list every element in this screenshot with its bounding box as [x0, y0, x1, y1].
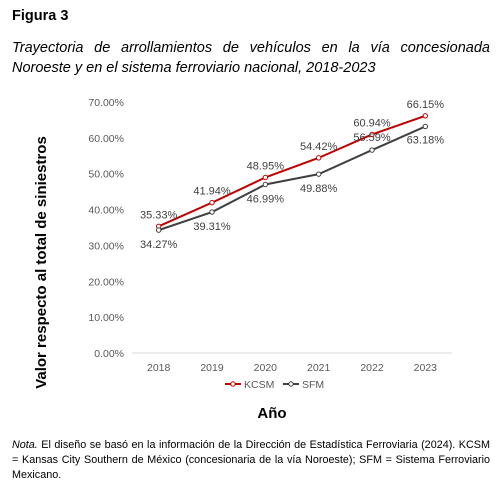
y-axis-ticks: 0.00% 10.00% 20.00% 30.00% 40.00% 50.00% 60.00… — [88, 97, 124, 360]
data-label-kcsm: 35.33% — [140, 209, 178, 221]
legend-label-kcsm: KCSM — [244, 379, 274, 391]
figure-title: Trayectoria de arrollamientos de vehícul… — [12, 40, 490, 76]
data-label-sfm: 46.99% — [247, 194, 285, 206]
y-tick-label: 20.00% — [88, 276, 124, 288]
series-lines — [155, 113, 429, 233]
legend: KCSM SFM — [225, 379, 324, 391]
legend-marker-kcsm — [230, 381, 236, 387]
note-label: Nota. — [12, 439, 38, 451]
y-tick-label: 10.00% — [88, 312, 124, 324]
y-tick-label: 50.00% — [88, 169, 124, 181]
x-tick-label: 2023 — [414, 362, 438, 374]
x-tick-label: 2019 — [200, 362, 224, 374]
y-tick-label: 0.00% — [94, 348, 124, 360]
data-label-kcsm: 48.95% — [247, 160, 285, 172]
data-label-kcsm: 54.42% — [300, 141, 338, 153]
data-point-sfm — [209, 209, 215, 215]
data-label-sfm: 39.31% — [193, 221, 231, 233]
figure-label: Figura 3 — [12, 8, 69, 24]
data-label-kcsm: 66.15% — [407, 99, 445, 111]
data-label-kcsm: 41.94% — [193, 186, 231, 198]
y-tick-label: 30.00% — [88, 240, 124, 252]
x-axis-ticks: 2018 2019 2020 2021 2022 2023 — [147, 362, 437, 374]
y-tick-label: 40.00% — [88, 205, 124, 217]
data-labels: 35.33% 41.94% 48.95% 54.42% 60.94% 66.15% 34.2… — [140, 99, 444, 251]
data-point-kcsm — [262, 174, 269, 181]
data-label-kcsm: 60.94% — [353, 117, 391, 129]
data-point-sfm — [369, 147, 375, 153]
figure-note: Nota. El diseño se basó en la informació… — [12, 438, 490, 483]
y-axis-title: Valor respecto al total de siniestros — [33, 136, 50, 389]
note-text: El diseño se basó en la información de l… — [12, 439, 490, 481]
legend-marker-sfm — [288, 381, 294, 387]
series-line-sfm — [158, 125, 426, 232]
x-tick-label: 2021 — [307, 362, 331, 374]
x-axis-title: Año — [257, 405, 286, 422]
data-point-kcsm — [315, 155, 322, 161]
x-tick-label: 2020 — [254, 362, 278, 374]
data-label-sfm: 63.18% — [407, 134, 445, 146]
data-point-kcsm — [369, 131, 375, 138]
x-tick-label: 2022 — [360, 362, 384, 374]
data-point-sfm — [155, 227, 162, 233]
data-label-sfm: 56.59% — [353, 132, 391, 144]
y-tick-label: 60.00% — [88, 133, 124, 145]
data-label-sfm: 34.27% — [140, 239, 178, 251]
data-point-kcsm — [422, 113, 429, 119]
line-chart: 0.00% 10.00% 20.00% 30.00% 40.00% 50.00% 60.00… — [33, 97, 452, 422]
legend-label-sfm: SFM — [302, 379, 324, 391]
data-label-sfm: 49.88% — [300, 183, 338, 195]
data-point-kcsm — [209, 199, 215, 206]
y-tick-label: 70.00% — [88, 97, 124, 109]
data-point-sfm — [262, 181, 269, 188]
data-point-sfm — [422, 123, 429, 130]
data-point-sfm — [315, 171, 322, 177]
x-tick-label: 2018 — [147, 362, 171, 374]
series-line-kcsm — [158, 114, 426, 228]
